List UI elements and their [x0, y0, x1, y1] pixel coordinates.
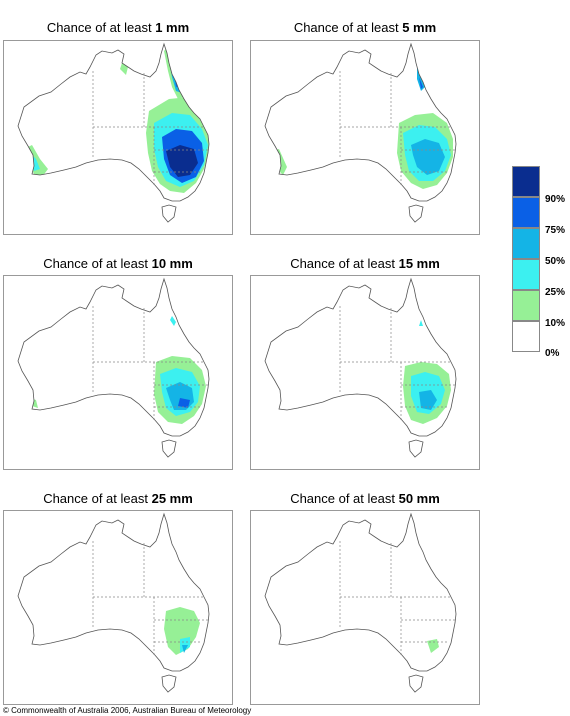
legend-swatch-10	[512, 290, 540, 321]
panel-title: Chance of at least 5 mm	[293, 20, 437, 35]
probability-region	[178, 398, 190, 408]
panel-title: Chance of at least 25 mm	[43, 491, 193, 506]
legend-swatch-50	[512, 228, 540, 259]
probability-region	[411, 139, 445, 175]
probability-region	[182, 645, 188, 653]
rain-probability-shading	[30, 316, 206, 448]
coastline	[17, 512, 210, 672]
tasmania-coastline	[408, 674, 424, 693]
panel-title: Chance of at least 50 mm	[290, 491, 440, 506]
coastline	[264, 42, 457, 202]
tasmania-coastline	[408, 204, 424, 223]
probability-region	[419, 77, 423, 89]
australia-map	[250, 275, 480, 470]
legend-label: 0%	[545, 348, 560, 359]
probability-region	[419, 320, 423, 326]
map-canvas	[264, 277, 457, 458]
probability-region	[427, 639, 439, 653]
probability-region	[164, 607, 200, 655]
legend-label: 90%	[545, 194, 566, 205]
legend-label: 10%	[545, 318, 566, 329]
coastline	[17, 277, 210, 437]
australia-map	[3, 275, 233, 470]
legend-swatch-25	[512, 259, 540, 290]
rain-probability-shading	[271, 67, 453, 213]
australia-map	[250, 40, 480, 235]
rain-probability-shading	[427, 639, 439, 653]
panel-title: Chance of at least 1 mm	[46, 20, 190, 35]
australia-map	[3, 510, 233, 705]
panel-title: Chance of at least 15 mm	[290, 256, 440, 271]
rain-probability-shading	[403, 320, 451, 424]
map-canvas	[264, 512, 457, 693]
map-canvas	[264, 42, 457, 223]
legend-label: 75%	[545, 225, 566, 236]
australia-map	[3, 40, 233, 235]
rain-probability-shading	[164, 607, 200, 655]
legend-swatch-75	[512, 197, 540, 228]
probability-region	[166, 145, 198, 177]
legend-swatch-90	[512, 166, 540, 197]
map-canvas	[17, 277, 210, 458]
tasmania-coastline	[161, 204, 177, 223]
australia-map	[250, 510, 480, 705]
map-canvas	[17, 512, 210, 693]
panel-title: Chance of at least 10 mm	[43, 256, 193, 271]
tasmania-coastline	[408, 439, 424, 458]
copyright-text: © Commonwealth of Australia 2006, Austra…	[3, 706, 252, 715]
probability-region	[419, 390, 437, 410]
probability-region	[411, 207, 417, 213]
coastline	[264, 512, 457, 672]
probability-region	[170, 316, 176, 326]
coastline	[17, 42, 210, 202]
rain-probability-shading	[24, 45, 209, 193]
legend-label: 50%	[545, 256, 566, 267]
legend-swatch-0	[512, 321, 540, 352]
tasmania-coastline	[161, 674, 177, 693]
coastline	[264, 277, 457, 437]
legend-label: 25%	[545, 287, 566, 298]
probability-region	[164, 442, 170, 448]
tasmania-coastline	[161, 439, 177, 458]
map-canvas	[17, 42, 210, 223]
